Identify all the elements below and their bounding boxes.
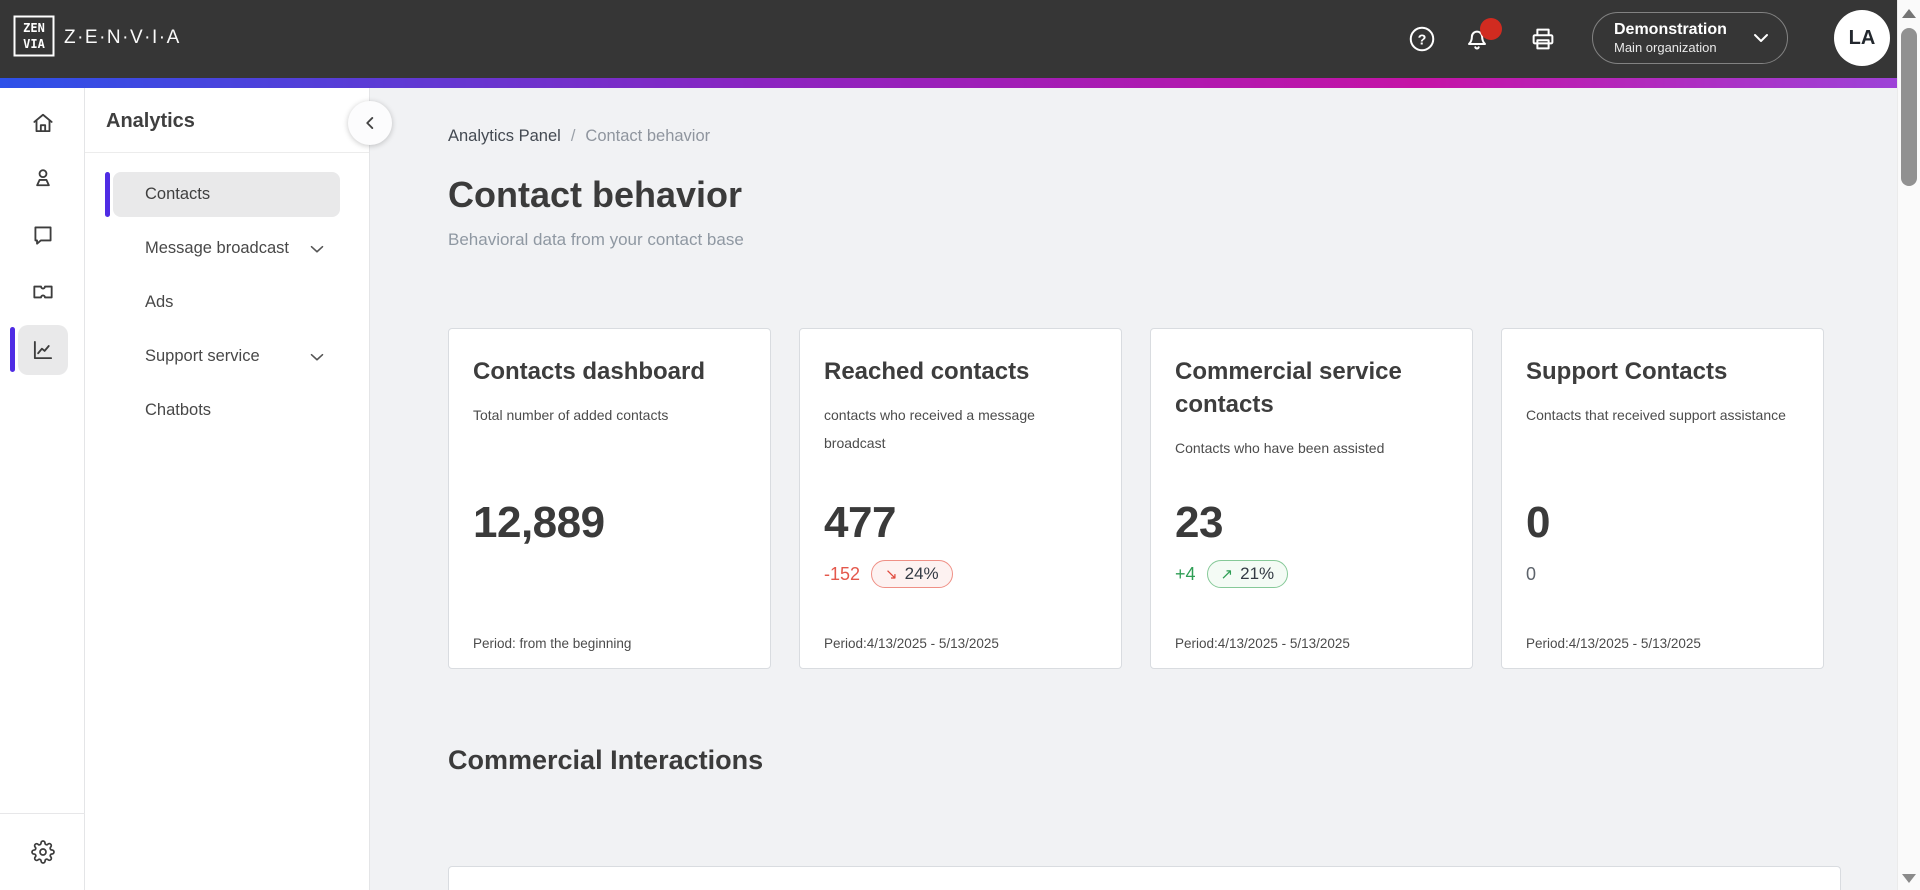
card-title: Contacts dashboard (473, 358, 706, 385)
trend-percent: 24% (904, 564, 939, 583)
delta-value: 0 (1526, 563, 1537, 584)
chevron-down-icon (1749, 26, 1773, 50)
chat-bubble-icon (34, 226, 52, 245)
menu-item-label: Contacts (145, 185, 211, 203)
breadcrumb: Analytics Panel / Contact behavior (448, 127, 1920, 146)
zenvia-logo-icon[interactable]: ZEN VIA (13, 15, 55, 57)
svg-text:?: ? (1418, 32, 1427, 48)
sidebar-item-analytics[interactable] (18, 325, 68, 375)
card-value: 0 (1526, 498, 1550, 547)
card-subtitle: Total number of added contacts (473, 407, 669, 423)
organization-subtitle: Main organization (1614, 40, 1717, 55)
sidebar-item-conversations[interactable] (18, 210, 68, 260)
trend-percent: 21% (1240, 564, 1275, 583)
gear-icon (31, 840, 55, 864)
card-period: Period:4/13/2025 - 5/13/2025 (824, 636, 999, 651)
printer-icon[interactable] (1528, 24, 1558, 54)
organization-switcher[interactable]: Demonstration Main organization (1592, 12, 1788, 64)
menu-item-chatbots[interactable]: Chatbots (113, 388, 340, 433)
main-content: Analytics Panel / Contact behavior Conta… (370, 88, 1920, 890)
brand-gradient-bar (0, 78, 1920, 88)
breadcrumb-analytics-panel[interactable]: Analytics Panel (448, 127, 561, 145)
delta-value: +4 (1175, 563, 1196, 584)
card-delta: +4 ↗ 21% (1175, 558, 1289, 590)
svg-text:ZEN: ZEN (23, 21, 45, 35)
page-title: Contact behavior (448, 174, 743, 215)
active-menu-indicator (105, 172, 110, 217)
collapse-panel-button[interactable] (348, 101, 392, 145)
card-contacts-dashboard: Contacts dashboard Total number of added… (448, 328, 771, 669)
trend-down-arrow-icon: ↘ (885, 565, 898, 583)
menu-item-label: Message broadcast (145, 239, 289, 257)
card-reached-contacts: Reached contacts contacts who received a… (799, 328, 1122, 669)
card-delta: 0 (1526, 558, 1536, 590)
scroll-down-arrow[interactable] (1902, 874, 1916, 883)
panel-divider (85, 152, 369, 153)
active-rail-indicator (10, 327, 15, 372)
chevron-down-icon (310, 245, 324, 253)
section-title-commercial-interactions: Commercial Interactions (448, 745, 764, 775)
card-title: Reached contacts (824, 358, 1030, 385)
panel-menu: Contacts Message broadcast Ads Support s… (105, 172, 340, 442)
icon-rail (0, 88, 85, 890)
chevron-down-icon (310, 353, 324, 361)
page-subtitle: Behavioral data from your contact base (448, 230, 744, 249)
analytics-chart-icon (33, 340, 53, 360)
card-title: Support Contacts (1526, 358, 1728, 385)
breadcrumb-separator: / (570, 127, 576, 145)
menu-item-message-broadcast[interactable]: Message broadcast (113, 226, 340, 271)
trend-badge: ↗ 21% (1206, 560, 1289, 588)
vertical-scrollbar[interactable] (1897, 0, 1920, 890)
ticket-icon (33, 285, 53, 299)
card-title: Commercial service contacts (1175, 358, 1402, 418)
home-icon (33, 113, 53, 133)
card-value: 23 (1175, 498, 1223, 547)
card-value: 12,889 (473, 498, 605, 547)
menu-item-ads[interactable]: Ads (113, 280, 340, 325)
card-support-contacts: Support Contacts Contacts that received … (1501, 328, 1824, 669)
menu-item-contacts[interactable]: Contacts (105, 172, 340, 217)
card-value: 477 (824, 498, 896, 547)
user-avatar[interactable]: LA (1834, 10, 1890, 66)
rail-divider (0, 813, 85, 814)
avatar-initials: LA (1848, 26, 1876, 49)
card-subtitle: Contacts who have been assisted (1175, 440, 1385, 456)
notification-bell-icon[interactable] (1462, 18, 1502, 54)
menu-item-label: Ads (145, 293, 174, 311)
analytics-panel: Analytics Contacts Message broadcast Ads (85, 88, 392, 890)
top-bar: ZEN VIA Z·E·N·V·I·A ? Demonstration Main… (0, 0, 1920, 78)
menu-item-label: Chatbots (145, 401, 212, 419)
delta-value: -152 (824, 563, 861, 584)
card-subtitle: contacts who received a message broadcas… (824, 407, 1035, 451)
menu-item-label: Support service (145, 347, 260, 365)
scroll-up-arrow[interactable] (1902, 9, 1916, 18)
organization-name: Demonstration (1614, 21, 1727, 38)
sidebar-item-home[interactable] (18, 98, 68, 148)
card-delta: -152 ↘ 24% (824, 558, 953, 590)
sidebar-item-settings[interactable] (18, 827, 68, 877)
card-subtitle: Contacts that received support assistanc… (1526, 407, 1786, 423)
card-period: Period:4/13/2025 - 5/13/2025 (1526, 636, 1701, 651)
notification-badge (1480, 18, 1502, 40)
commercial-interactions-card (448, 866, 1841, 890)
chevron-left-icon (366, 117, 374, 129)
breadcrumb-current: Contact behavior (585, 127, 711, 145)
scrollbar-thumb[interactable] (1901, 28, 1917, 186)
card-period: Period:4/13/2025 - 5/13/2025 (1175, 636, 1350, 651)
person-icon (36, 169, 50, 187)
sidebar-item-sales[interactable] (18, 267, 68, 317)
metric-cards-row: Contacts dashboard Total number of added… (448, 328, 1920, 669)
trend-up-arrow-icon: ↗ (1220, 565, 1234, 583)
panel-title: Analytics (106, 110, 195, 132)
help-icon[interactable]: ? (1407, 24, 1437, 54)
trend-badge: ↘ 24% (871, 560, 953, 588)
brand-name: Z·E·N·V·I·A (64, 27, 181, 48)
card-period: Period: from the beginning (473, 636, 632, 651)
svg-text:VIA: VIA (23, 37, 45, 51)
card-commercial-service-contacts: Commercial service contacts Contacts who… (1150, 328, 1473, 669)
sidebar-item-contacts[interactable] (18, 153, 68, 203)
menu-item-support-service[interactable]: Support service (113, 334, 340, 379)
